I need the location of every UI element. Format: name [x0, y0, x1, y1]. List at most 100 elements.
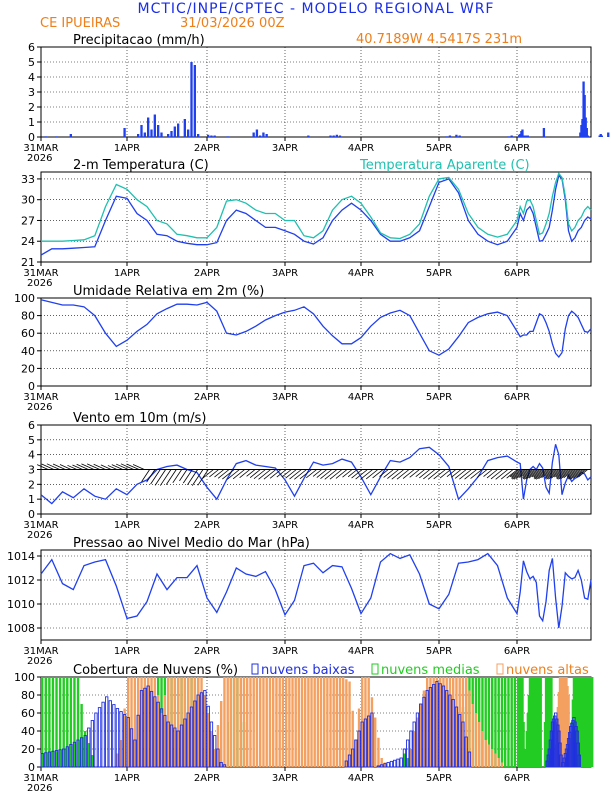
wind-arrow	[159, 469, 172, 486]
wind-arrow	[506, 469, 518, 479]
panel-title-secondary: Temperatura Aparente (C)	[359, 158, 530, 173]
wind-arrow	[355, 469, 368, 480]
cloud-bar-0	[213, 735, 217, 768]
precip-bar	[329, 135, 332, 137]
cloud-bar-0	[87, 727, 91, 768]
y-tick-label: 5	[28, 434, 35, 447]
wind-arrow	[59, 464, 72, 470]
x-year-label: 2026	[27, 153, 52, 164]
x-tick-label: 31MAR	[23, 646, 58, 657]
precip-bar	[586, 135, 590, 137]
cloud-bar-0	[419, 703, 423, 768]
cloud-bar-0	[370, 712, 374, 768]
wind-arrow	[36, 464, 49, 470]
cloud-bar-0	[119, 711, 123, 768]
cloud-bar-2	[278, 677, 281, 767]
wind-arrow	[500, 469, 514, 480]
cloud-bar-0	[438, 683, 442, 768]
panel-rh: 0 20 40 60 80 100 31MAR 1APR 2APR 3APR 4APR 5APR 6AP…	[14, 284, 592, 413]
cloud-bar-2	[127, 677, 130, 767]
wind-arrow	[165, 469, 177, 485]
x-tick-label: 1APR	[114, 520, 140, 531]
cloud-bar-1	[87, 743, 90, 767]
cloud-bar-2	[500, 762, 504, 767]
wind-arrow	[563, 469, 575, 479]
wind-arrow	[544, 469, 554, 477]
precip-bar	[523, 135, 526, 137]
cloud-bar-1	[62, 677, 65, 767]
series-line-0	[40, 552, 592, 629]
cloud-bar-2	[190, 677, 193, 767]
series-line-1	[41, 172, 592, 242]
wind-arrow	[217, 469, 230, 479]
precip-bar	[55, 136, 58, 137]
legend-swatch	[496, 663, 504, 675]
cloud-bar-2	[116, 753, 119, 767]
cloud-bar-0	[159, 708, 164, 768]
cloud-bar-0	[136, 714, 140, 768]
y-tick-label: 1	[28, 493, 35, 506]
cloud-bar-2	[255, 677, 259, 767]
cloud-bar-1	[500, 677, 504, 767]
x-tick-label: 6APR	[504, 143, 530, 154]
wind-arrow	[545, 469, 558, 480]
cloud-bar-0	[176, 730, 180, 768]
y-tick-label: 1008	[7, 622, 35, 635]
wind-arrow	[523, 469, 537, 480]
cloud-bar-1	[84, 731, 87, 767]
wind-arrow	[439, 469, 451, 479]
x-tick-label: 3APR	[272, 520, 298, 531]
y-tick-label: 5	[28, 56, 35, 69]
cloud-bar-0	[108, 700, 112, 768]
wind-arrow	[146, 469, 156, 483]
cloud-bar-2	[252, 677, 255, 767]
wind-arrow	[86, 463, 100, 470]
wind-arrow	[409, 469, 420, 478]
cloud-bar-1	[481, 677, 484, 767]
cloud-bar-1	[55, 677, 58, 767]
panel-title: 2-m Temperatura (C)	[73, 158, 209, 173]
x-tick-label: 1APR	[114, 268, 140, 279]
x-tick-label: 31MAR	[23, 392, 58, 403]
cloud-bar-1	[484, 677, 487, 767]
cloud-bar-2	[150, 677, 153, 767]
x-tick-label: 2APR	[194, 646, 220, 657]
cloud-bar-0	[464, 736, 468, 768]
wind-arrow	[578, 469, 589, 478]
wind-arrow	[391, 469, 405, 480]
cloud-bar-0	[347, 754, 352, 768]
precip-bar	[526, 135, 529, 137]
precip-bar	[197, 134, 200, 137]
cloud-bar-2	[265, 677, 268, 767]
cloud-bar-2	[213, 749, 216, 767]
cloud-bar-1	[403, 753, 406, 767]
header-location: CE IPUEIRAS	[40, 16, 120, 31]
precip-bar	[338, 135, 342, 137]
cloud-bar-2	[157, 695, 160, 767]
precip-bar	[458, 135, 461, 137]
wind-arrow	[154, 469, 166, 486]
y-tick-label: 27	[21, 214, 35, 227]
cloud-bar-0	[101, 701, 105, 768]
cloud-bar-2	[193, 677, 197, 767]
cloud-bar-1	[510, 677, 513, 767]
legend-label: nuvens baixas	[261, 663, 355, 678]
precip-bar	[187, 129, 190, 137]
wind-arrow	[191, 469, 204, 486]
cloud-bar-2	[364, 677, 367, 767]
wind-arrow	[560, 469, 573, 480]
wind-arrow	[299, 469, 312, 480]
cloud-bar-2	[291, 677, 294, 767]
cloud-bar-0	[399, 757, 403, 768]
cloud-bar-0	[577, 754, 581, 768]
precip-bar	[140, 125, 143, 137]
panel-frame	[40, 297, 592, 387]
wind-arrow	[281, 469, 292, 478]
x-tick-label: 5APR	[426, 646, 452, 657]
wind-arrow	[544, 469, 556, 478]
precip-bar	[542, 128, 546, 137]
cloud-bar-2	[445, 677, 448, 767]
cloud-bar-2	[173, 677, 177, 767]
x-tick-label: 2APR	[194, 143, 220, 154]
